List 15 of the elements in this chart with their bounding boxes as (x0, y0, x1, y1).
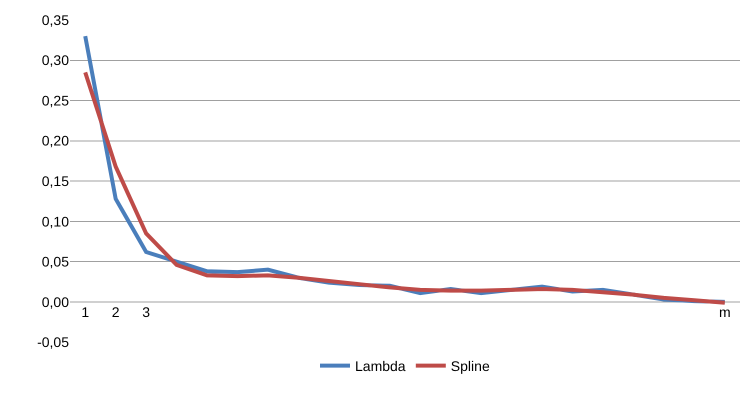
y-tick-label: 0,05 (42, 254, 70, 270)
y-tick-label: 0,10 (42, 213, 70, 230)
x-tick-label: 3 (142, 304, 150, 320)
y-tick-label: 0,00 (42, 294, 70, 310)
y-tick-label: 0,20 (42, 132, 70, 149)
legend-label: Spline (450, 358, 490, 374)
legend-label: Lambda (355, 358, 406, 374)
y-tick-label: 0,30 (42, 52, 70, 68)
y-tick-label: 0,35 (42, 12, 70, 28)
x-tick-label: m (718, 304, 731, 320)
x-tick-label: 2 (112, 304, 120, 320)
x-tick-label: 1 (81, 304, 90, 320)
y-tick-label: -0,05 (37, 334, 70, 350)
y-tick-label: 0,25 (42, 92, 70, 108)
y-tick-label: 0,15 (42, 172, 70, 189)
